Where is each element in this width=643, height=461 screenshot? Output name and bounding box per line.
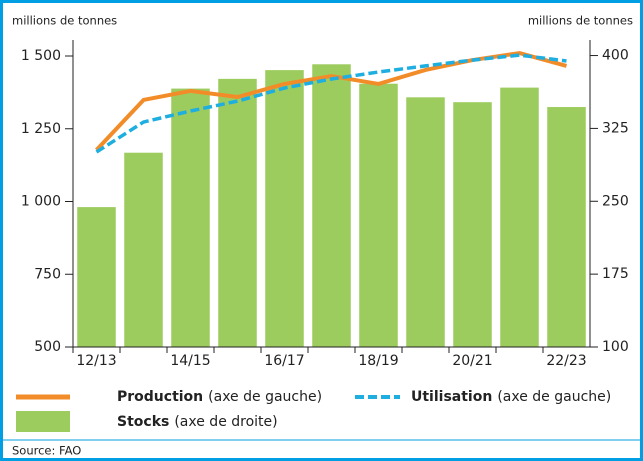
- x-tick-label: 16/17: [264, 353, 304, 369]
- bar: [218, 78, 257, 348]
- bar: [406, 97, 445, 348]
- y-tick-label: 750: [34, 266, 61, 282]
- bar: [453, 102, 492, 347]
- legend-note: (axe de gauche): [208, 389, 322, 405]
- x-tick-label: 14/15: [170, 353, 210, 369]
- x-tick-label: 18/19: [358, 353, 398, 369]
- y2-tick-label: 175: [602, 266, 629, 282]
- y2-axis-label: millions de tonnes: [528, 14, 633, 28]
- legend-swatch: [16, 411, 70, 432]
- y-tick-label: 1 000: [21, 194, 61, 210]
- y-tick-label: 1 500: [21, 48, 61, 64]
- legend-label: Stocks: [117, 414, 169, 430]
- y2-tick-label: 400: [602, 48, 629, 64]
- x-tick-label: 20/21: [452, 353, 492, 369]
- bar: [124, 152, 163, 347]
- y2-tick-label: 325: [602, 120, 629, 136]
- x-tick-label: 22/23: [546, 353, 586, 369]
- source: Source: FAO: [12, 444, 81, 458]
- bar: [171, 88, 210, 347]
- legend-label: Production: [117, 389, 203, 405]
- bar: [547, 107, 586, 347]
- y-tick-label: 500: [34, 339, 61, 355]
- x-tick-label: 12/13: [76, 353, 116, 369]
- y2-tick-label: 250: [602, 193, 629, 209]
- y2-tick-label: 100: [602, 339, 629, 355]
- legend-note: (axe de gauche): [497, 389, 611, 405]
- bar: [500, 87, 539, 347]
- line-2: [95, 53, 567, 154]
- y-tick-label: 1 250: [21, 121, 61, 137]
- bar: [312, 64, 351, 348]
- bar: [77, 207, 116, 347]
- bar: [265, 70, 304, 347]
- y-axis-label: millions de tonnes: [12, 14, 117, 28]
- legend-label: Utilisation: [411, 389, 492, 405]
- bar: [359, 83, 398, 347]
- legend-note: (axe de droite): [174, 414, 277, 430]
